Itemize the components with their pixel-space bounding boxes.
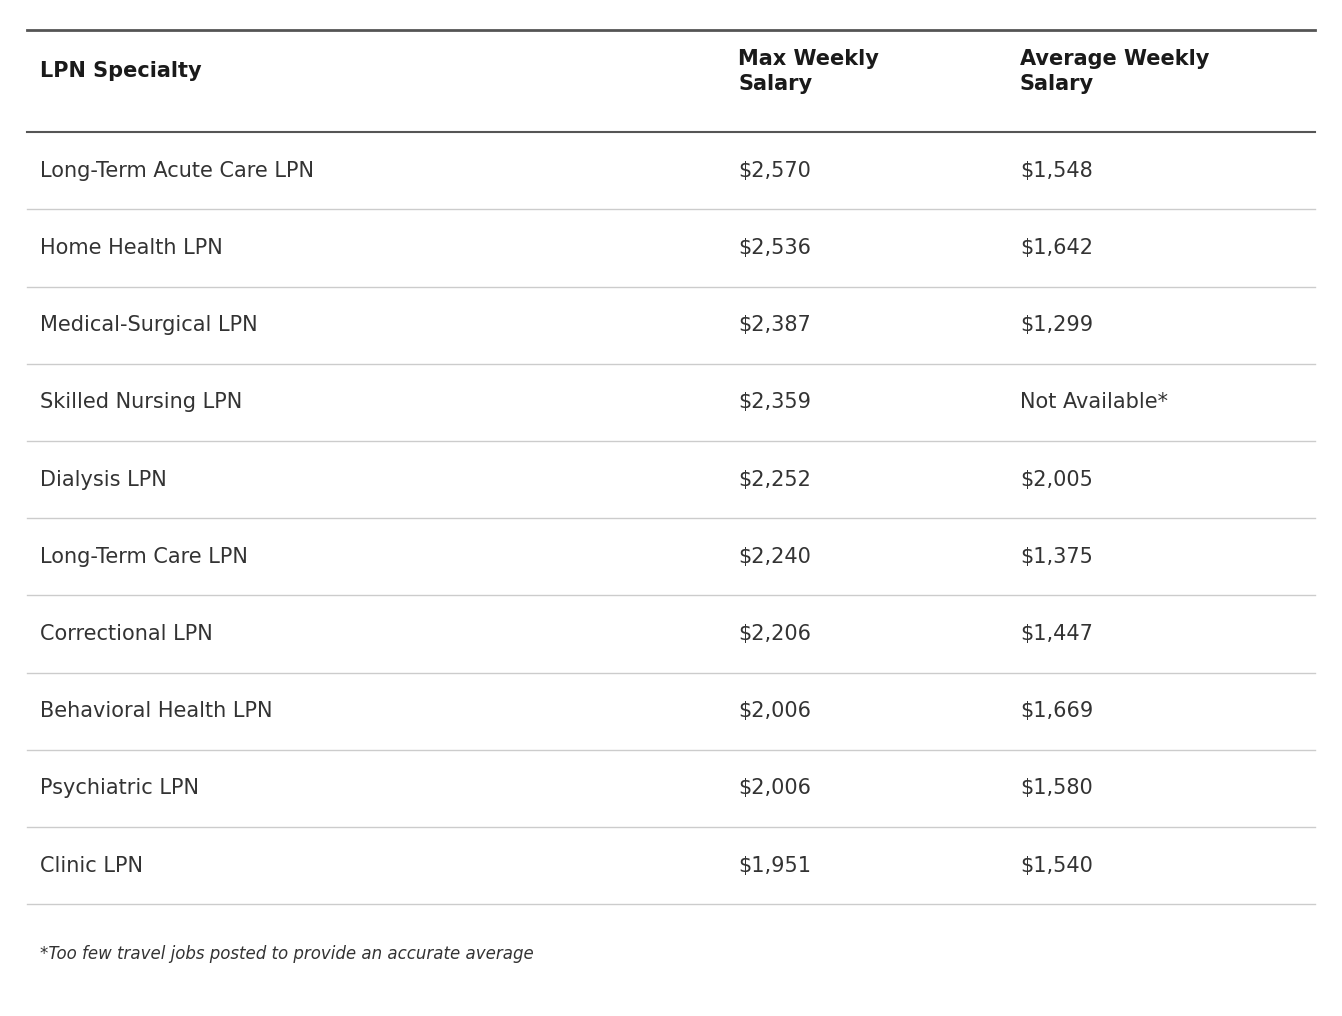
Text: Average Weekly
Salary: Average Weekly Salary [1020, 49, 1209, 93]
Text: LPN Specialty: LPN Specialty [40, 61, 201, 81]
Text: $2,206: $2,206 [738, 624, 811, 644]
Text: $2,359: $2,359 [738, 392, 811, 412]
Text: $2,006: $2,006 [738, 701, 811, 721]
Text: $1,642: $1,642 [1020, 238, 1092, 258]
Text: Home Health LPN: Home Health LPN [40, 238, 223, 258]
Text: $2,240: $2,240 [738, 547, 811, 567]
Text: $1,580: $1,580 [1020, 778, 1092, 799]
Text: Max Weekly
Salary: Max Weekly Salary [738, 49, 879, 93]
Text: $2,387: $2,387 [738, 315, 811, 335]
Text: Correctional LPN: Correctional LPN [40, 624, 213, 644]
Text: $2,536: $2,536 [738, 238, 811, 258]
Text: Long-Term Care LPN: Long-Term Care LPN [40, 547, 248, 567]
Text: Behavioral Health LPN: Behavioral Health LPN [40, 701, 272, 721]
Text: $1,540: $1,540 [1020, 855, 1092, 876]
Text: $2,006: $2,006 [738, 778, 811, 799]
Text: *Too few travel jobs posted to provide an accurate average: *Too few travel jobs posted to provide a… [40, 945, 534, 963]
Text: $2,252: $2,252 [738, 469, 811, 490]
Text: Not Available*: Not Available* [1020, 392, 1168, 412]
Text: Psychiatric LPN: Psychiatric LPN [40, 778, 199, 799]
Text: Clinic LPN: Clinic LPN [40, 855, 144, 876]
Text: $1,375: $1,375 [1020, 547, 1092, 567]
Text: $1,299: $1,299 [1020, 315, 1092, 335]
Text: $2,570: $2,570 [738, 161, 811, 181]
Text: Long-Term Acute Care LPN: Long-Term Acute Care LPN [40, 161, 314, 181]
Text: Dialysis LPN: Dialysis LPN [40, 469, 166, 490]
Text: Medical-Surgical LPN: Medical-Surgical LPN [40, 315, 258, 335]
Text: $1,669: $1,669 [1020, 701, 1094, 721]
Text: $1,447: $1,447 [1020, 624, 1092, 644]
Text: Skilled Nursing LPN: Skilled Nursing LPN [40, 392, 243, 412]
Text: $2,005: $2,005 [1020, 469, 1092, 490]
Text: $1,548: $1,548 [1020, 161, 1092, 181]
Text: $1,951: $1,951 [738, 855, 811, 876]
